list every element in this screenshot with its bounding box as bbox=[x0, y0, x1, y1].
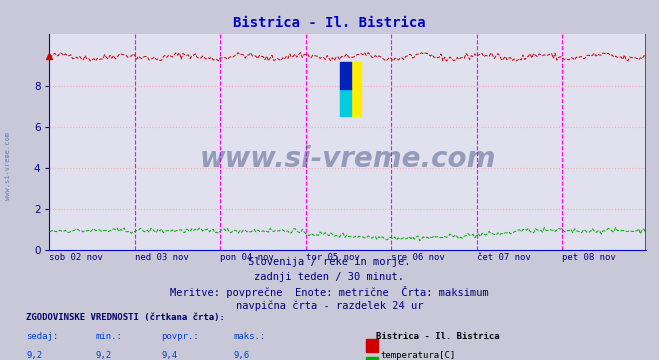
Text: 9,6: 9,6 bbox=[234, 351, 250, 360]
Bar bbox=[341, 62, 361, 116]
Text: povpr.:: povpr.: bbox=[161, 332, 199, 341]
Text: maks.:: maks.: bbox=[234, 332, 266, 341]
Text: 9,4: 9,4 bbox=[161, 351, 177, 360]
Text: Bistrica - Il. Bistrica: Bistrica - Il. Bistrica bbox=[233, 16, 426, 30]
Text: navpična črta - razdelek 24 ur: navpična črta - razdelek 24 ur bbox=[236, 301, 423, 311]
Text: sedaj:: sedaj: bbox=[26, 332, 59, 341]
Text: www.si-vreme.com: www.si-vreme.com bbox=[5, 132, 11, 199]
Bar bbox=[341, 62, 351, 89]
Text: Bistrica - Il. Bistrica: Bistrica - Il. Bistrica bbox=[376, 332, 500, 341]
Text: 9,2: 9,2 bbox=[96, 351, 111, 360]
Text: 9,2: 9,2 bbox=[26, 351, 42, 360]
Text: Meritve: povprečne  Enote: metrične  Črta: maksimum: Meritve: povprečne Enote: metrične Črta:… bbox=[170, 286, 489, 298]
Text: temperatura[C]: temperatura[C] bbox=[381, 351, 456, 360]
Text: Slovenija / reke in morje.: Slovenija / reke in morje. bbox=[248, 257, 411, 267]
Text: www.si-vreme.com: www.si-vreme.com bbox=[200, 145, 496, 174]
Text: zadnji teden / 30 minut.: zadnji teden / 30 minut. bbox=[254, 272, 405, 282]
Bar bbox=[341, 89, 351, 116]
Text: ZGODOVINSKE VREDNOSTI (črtkana črta):: ZGODOVINSKE VREDNOSTI (črtkana črta): bbox=[26, 313, 225, 322]
Text: min.:: min.: bbox=[96, 332, 123, 341]
